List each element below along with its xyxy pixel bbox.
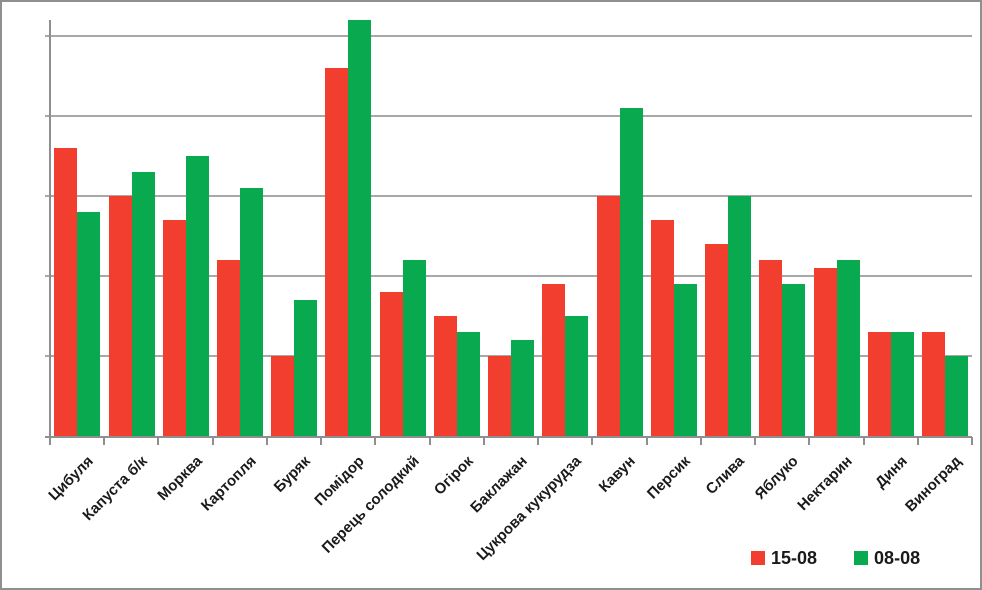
bar-15-08-Буряк: [271, 356, 295, 436]
bar-15-08-Нектарин: [813, 268, 837, 436]
bar-15-08-Помідор: [325, 68, 349, 436]
bar-08-08-Персик: [673, 284, 697, 436]
legend-swatch-08-08-icon: [854, 551, 869, 565]
bar-15-08-Цибуля: [54, 148, 78, 436]
x-axis-tick: [103, 437, 106, 445]
legend: 15-08 08-08: [751, 549, 920, 567]
x-axis-tick: [862, 437, 865, 445]
bar-08-08-Виноград: [945, 356, 969, 436]
x-axis-tick: [157, 437, 160, 445]
x-axis-tick: [49, 437, 51, 445]
bar-15-08-Персик: [650, 220, 674, 436]
bar-08-08-Нектарин: [836, 260, 860, 436]
bar-15-08-Баклажан: [488, 356, 512, 436]
bar-08-08-Баклажан: [511, 340, 535, 436]
gridline-25: [45, 35, 972, 37]
x-axis-tick: [645, 437, 648, 445]
bar-15-08-Кавун: [596, 196, 620, 436]
bar-15-08-Диня: [867, 332, 891, 436]
bar-08-08-Диня: [890, 332, 914, 436]
legend-swatch-15-08-icon: [751, 551, 765, 565]
bar-15-08-Капуста б/к: [108, 196, 132, 436]
x-axis-tick: [482, 437, 485, 445]
bar-08-08-Капуста б/к: [131, 172, 155, 436]
bar-15-08-Слива: [705, 244, 729, 436]
bar-08-08-Кавун: [619, 108, 643, 436]
bar-08-08-Картопля: [240, 188, 263, 436]
x-axis-tick: [428, 437, 431, 445]
x-axis-tick: [591, 437, 594, 445]
x-axis-tick: [916, 437, 919, 445]
x-axis-tick: [537, 437, 540, 445]
bar-15-08-Перець солодкий: [379, 292, 403, 436]
gridline-10: [45, 275, 972, 277]
bar-15-08-Виноград: [922, 332, 946, 436]
legend-label-15-08: 15-08: [771, 548, 818, 568]
gridline-20: [45, 115, 972, 117]
bar-08-08-Слива: [728, 196, 752, 436]
x-axis-line: [45, 435, 972, 438]
bar-08-08-Помідор: [348, 20, 372, 436]
x-axis-tick: [808, 437, 811, 445]
y-axis-line: [48, 20, 51, 438]
legend-label-08-08: 08-08: [874, 548, 921, 568]
bar-08-08-Цибуля: [77, 212, 101, 436]
bar-08-08-Морква: [185, 156, 209, 436]
gridline-15: [45, 195, 972, 197]
bar-08-08-Огірок: [456, 332, 480, 436]
bar-15-08-Огірок: [433, 316, 457, 436]
x-axis-tick: [754, 437, 757, 445]
bar-15-08-Цукрова кукурудза: [542, 284, 566, 436]
legend-item-08-08: 08-08: [854, 549, 920, 567]
bar-08-08-Буряк: [294, 300, 318, 436]
x-axis-tick: [374, 437, 377, 445]
x-axis-tick: [971, 437, 973, 445]
legend-item-15-08: 15-08: [751, 549, 817, 567]
x-axis-tick: [320, 437, 323, 445]
bar-08-08-Яблуко: [782, 284, 806, 436]
x-axis-label-17: Виноград: [901, 452, 965, 516]
bar-08-08-Перець солодкий: [402, 260, 426, 436]
bar-15-08-Яблуко: [759, 260, 783, 436]
bar-15-08-Картопля: [217, 260, 240, 436]
bar-15-08-Морква: [162, 220, 186, 436]
x-axis-tick: [211, 437, 214, 445]
x-axis-tick: [699, 437, 702, 445]
bar-08-08-Цукрова кукурудза: [565, 316, 589, 436]
x-axis-tick: [265, 437, 268, 445]
